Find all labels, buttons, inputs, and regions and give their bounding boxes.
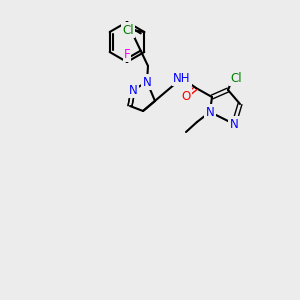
Text: N: N <box>129 83 137 97</box>
Text: NH: NH <box>173 71 191 85</box>
Text: Cl: Cl <box>230 71 242 85</box>
Text: O: O <box>182 89 190 103</box>
Text: Cl: Cl <box>122 23 134 37</box>
Text: F: F <box>124 47 130 61</box>
Text: N: N <box>230 118 238 130</box>
Text: N: N <box>206 106 214 118</box>
Text: N: N <box>142 76 152 88</box>
